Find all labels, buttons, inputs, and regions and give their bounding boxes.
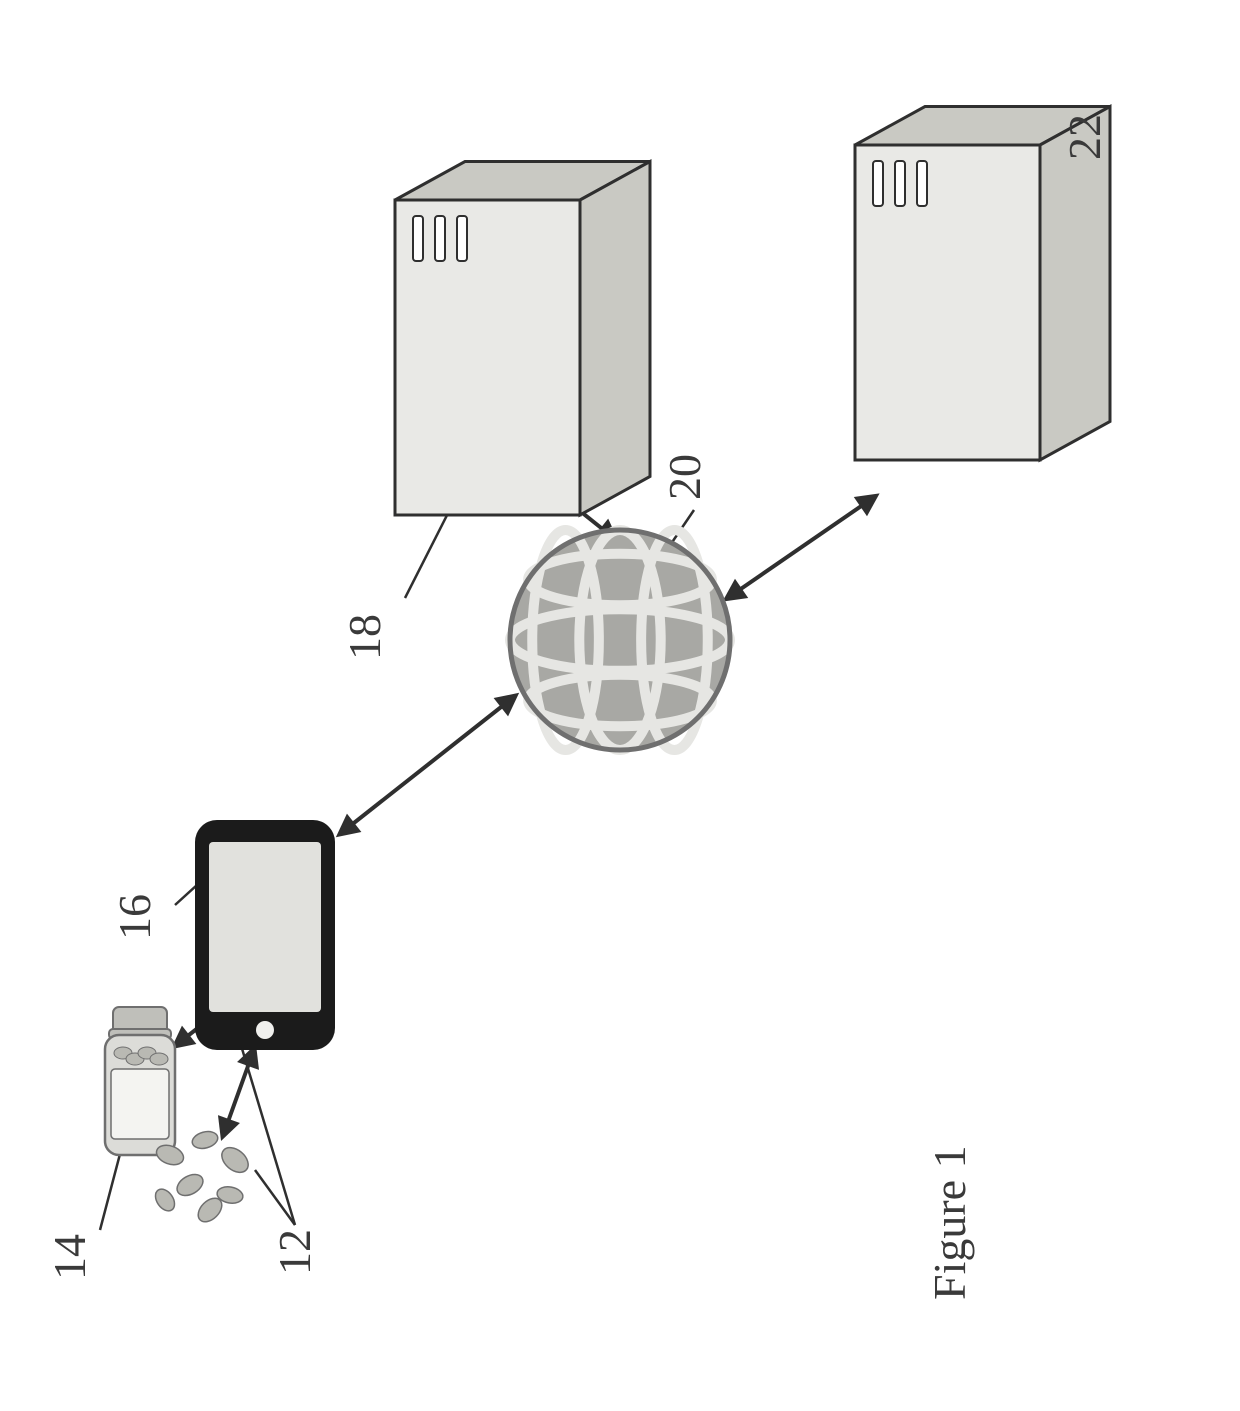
bottle-icon	[105, 1007, 175, 1155]
figure-caption: Figure 1	[924, 1145, 975, 1300]
globe-icon	[510, 530, 730, 750]
reference-label: 22	[1059, 114, 1110, 160]
reference-label: 18	[339, 614, 390, 660]
diagram-canvas: 18 20 22 16 14 12 Figure 1	[0, 0, 1240, 1411]
reference-label: 12	[269, 1229, 320, 1275]
reference-label: 14	[44, 1234, 95, 1280]
connection-arrow	[345, 700, 510, 830]
connection-arrow	[732, 500, 870, 595]
phone-icon	[195, 820, 335, 1050]
reference-label: 16	[109, 894, 160, 940]
server-icon-18	[395, 162, 650, 516]
leader-line	[255, 1170, 295, 1225]
reference-label: 20	[659, 454, 710, 500]
